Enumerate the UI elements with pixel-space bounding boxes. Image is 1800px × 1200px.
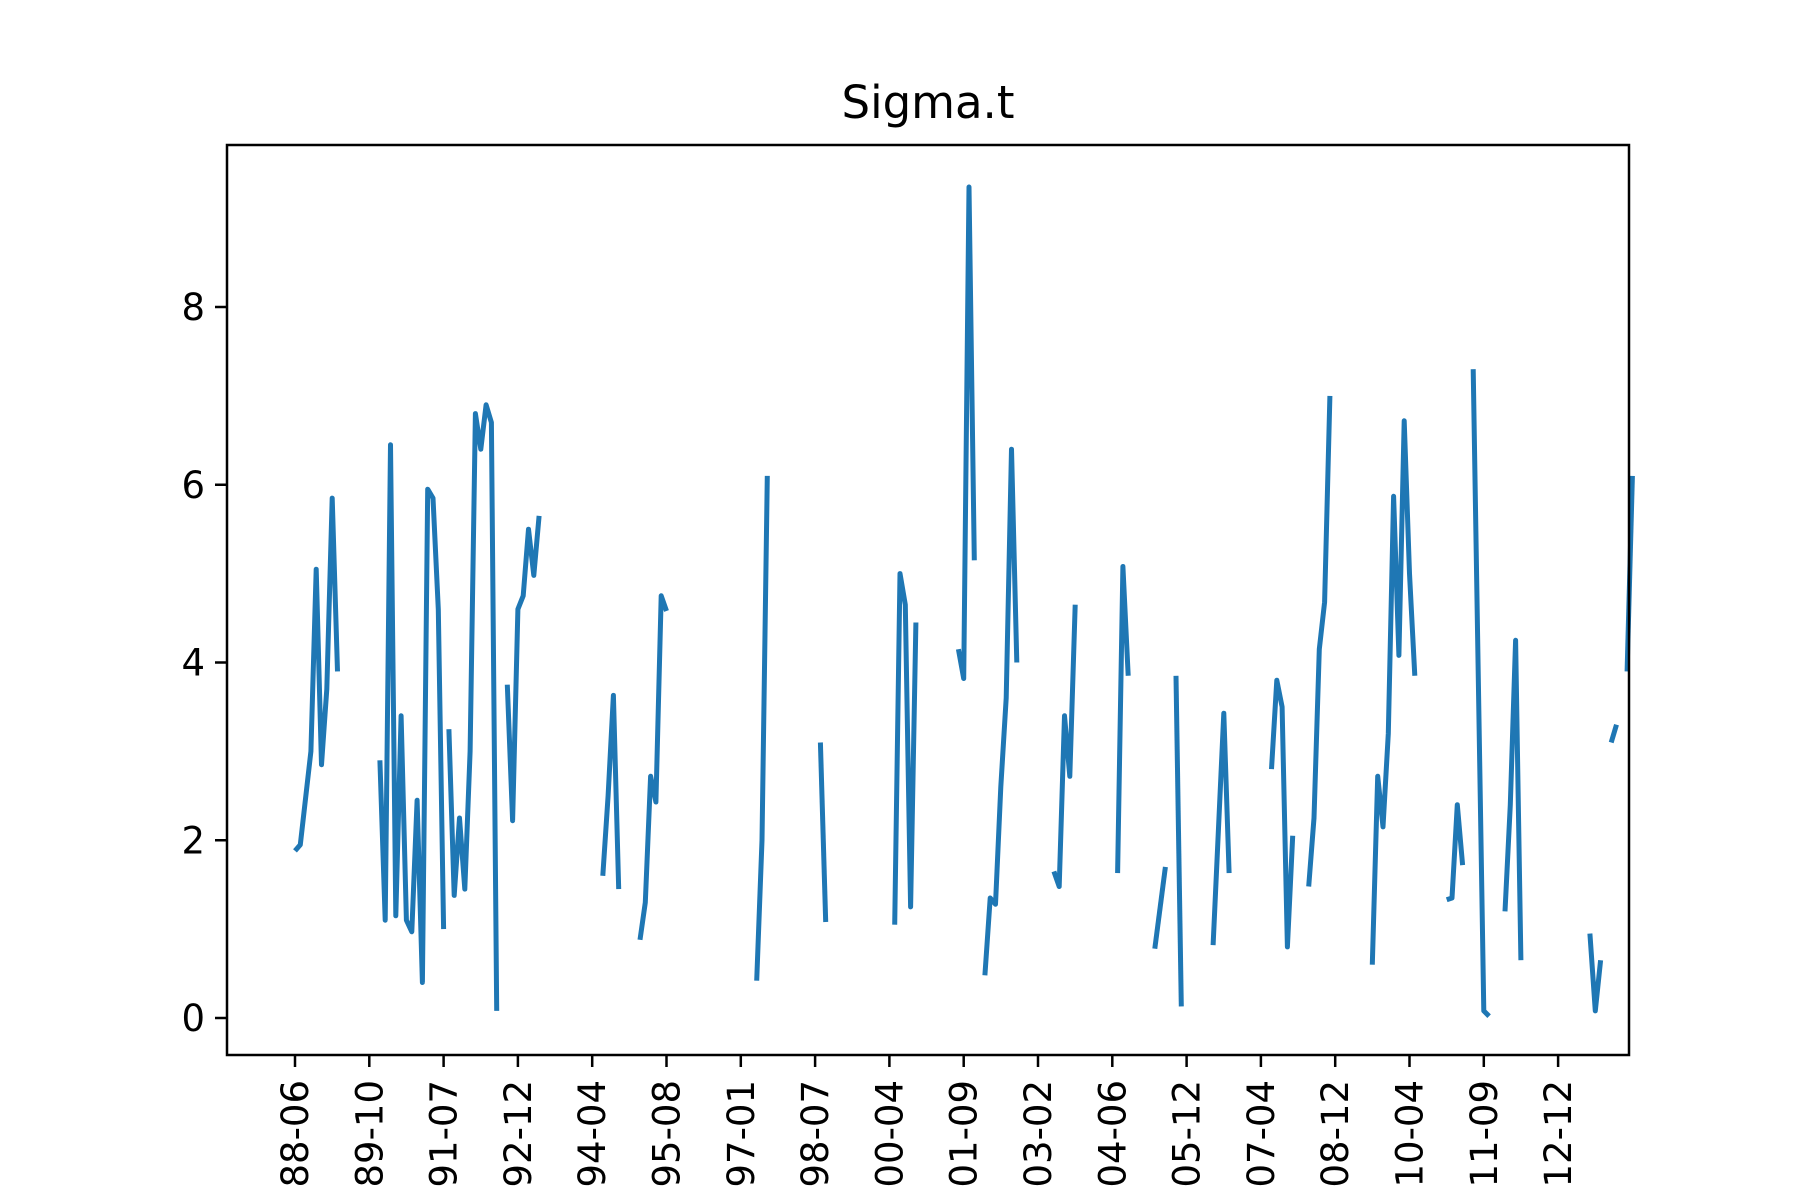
plot-frame [225,143,1631,1057]
x-tick-label: 00-04 [868,1080,911,1188]
series-line-segment [1115,564,1131,874]
x-tick-label: 92-12 [497,1080,540,1188]
series-line-segment [637,593,669,941]
y-tick-label: 6 [181,464,205,507]
x-tick-label: 89-10 [348,1080,391,1188]
x-tick-label: 11-09 [1463,1080,1506,1188]
x-tick-label: 94-04 [571,1080,614,1188]
series-line-segment [1608,723,1619,744]
x-tick-label: 01-09 [943,1080,986,1188]
y-tick-label: 4 [181,642,205,685]
series-line-segment [754,475,770,981]
series-line-segment [504,515,542,824]
x-tick-label: 03-02 [1017,1080,1060,1188]
series-line-segment [446,402,500,1011]
series-line-segment [377,442,447,985]
series-line-segment [600,692,622,890]
series-line-segment [1502,637,1524,961]
y-tick-label: 0 [181,997,205,1040]
series-line-segment [1173,675,1184,1007]
series-line-segment [817,742,829,923]
x-tick-label: 97-01 [720,1080,763,1188]
series-line-segment [1587,933,1604,1014]
series-layer [293,184,1635,1018]
x-tick-label: 05-12 [1166,1080,1209,1188]
x-tick-label: 91-07 [423,1080,466,1188]
x-axis: 88-06 89-10 91-07 92-12 94-04 95-08 97-01 98-07… [274,1055,1580,1188]
series-line-segment [1210,710,1232,946]
x-tick-label: 08-12 [1314,1080,1357,1188]
chart-title: Sigma.t [842,76,1015,129]
series-line-segment [1369,418,1418,965]
x-tick-label: 07-04 [1240,1080,1283,1188]
series-line-segment [1445,802,1466,903]
series-line-segment [982,446,1020,976]
x-tick-label: 04-06 [1091,1080,1134,1188]
series-line-segment [1152,866,1168,950]
y-tick-label: 8 [181,286,205,329]
x-tick-label: 88-06 [274,1080,317,1188]
x-tick-label: 10-04 [1389,1080,1432,1188]
y-tick-label: 2 [181,819,205,862]
series-line-segment [955,184,977,681]
series-line-segment [293,495,340,853]
series-line-segment [1470,369,1491,1018]
y-axis: 0 2 4 6 8 [181,286,227,1040]
x-tick-label: 12-12 [1537,1080,1580,1188]
series-line-segment [892,571,919,925]
x-tick-label: 98-07 [794,1080,837,1188]
series-line-segment [1051,604,1078,889]
series-line-segment [1269,677,1296,950]
x-tick-label: 95-08 [646,1080,689,1188]
series-line-segment [1306,395,1333,887]
